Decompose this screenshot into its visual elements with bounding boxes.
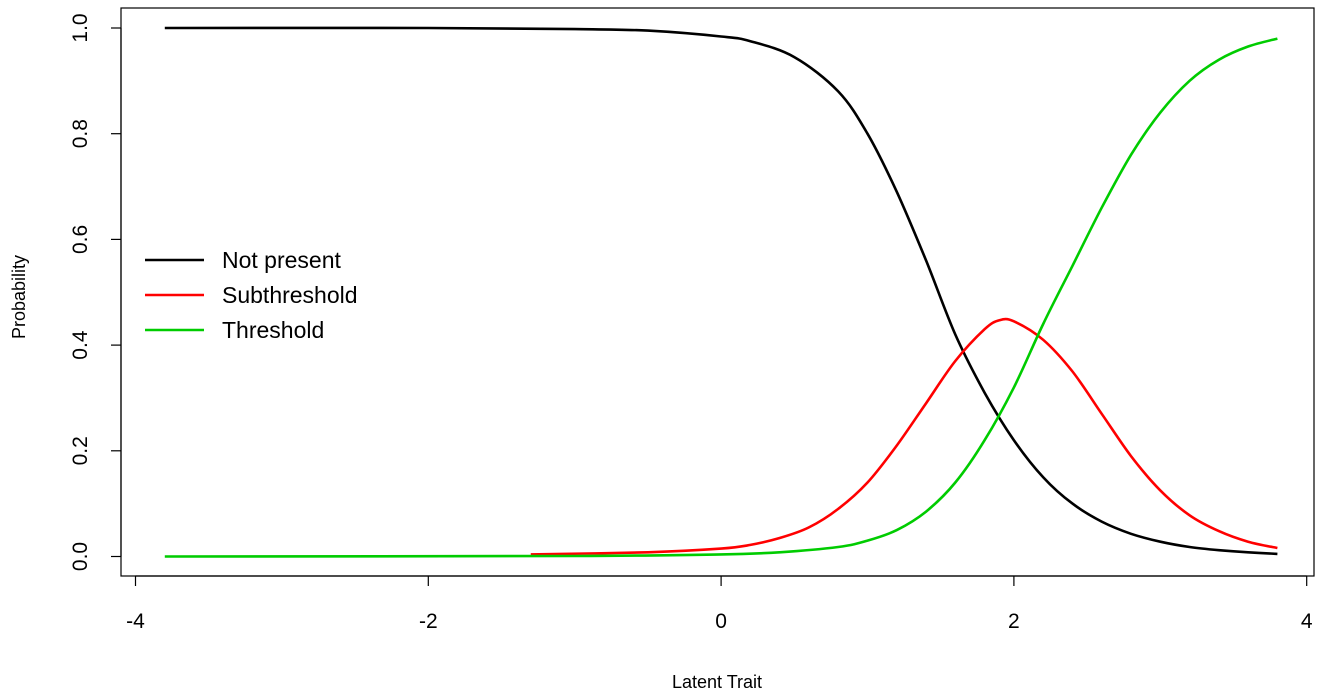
x-tick-label: 0 (715, 610, 727, 633)
x-axis-title: Latent Trait (672, 672, 762, 692)
legend-label-threshold: Threshold (222, 317, 324, 343)
y-tick-label: 0.0 (69, 542, 92, 571)
y-tick-label: 0.4 (69, 330, 92, 360)
y-tick-label: 1.0 (69, 13, 92, 42)
x-tick-label: -4 (126, 610, 145, 633)
y-axis: 0.0 0.2 0.4 0.6 0.8 1.0 (69, 13, 121, 571)
y-axis-title: Probability (9, 255, 29, 339)
legend-label-subthreshold: Subthreshold (222, 282, 358, 308)
y-tick-label: 0.8 (69, 119, 92, 148)
legend: Not present Subthreshold Threshold (145, 247, 358, 343)
y-tick-label: 0.6 (69, 225, 92, 254)
x-axis: -4 -2 0 2 4 (126, 576, 1313, 633)
y-tick-label: 0.2 (69, 436, 92, 465)
series-line-subthreshold (531, 319, 1278, 554)
legend-label-not-present: Not present (222, 247, 342, 273)
x-tick-label: 2 (1008, 610, 1020, 633)
x-tick-label: -2 (419, 610, 438, 633)
x-tick-label: 4 (1301, 610, 1313, 633)
